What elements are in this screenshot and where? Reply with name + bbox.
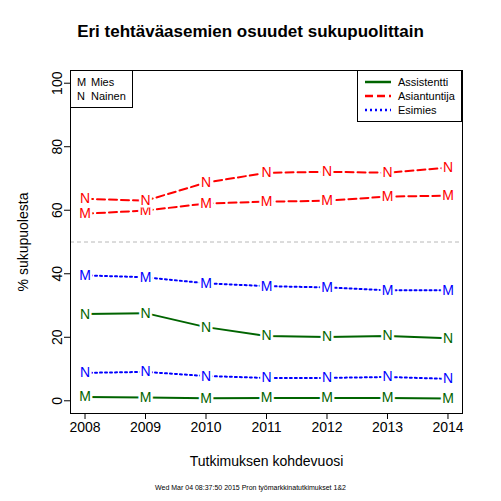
svg-text:M: M bbox=[200, 195, 212, 211]
svg-text:N: N bbox=[443, 370, 453, 386]
svg-text:Tutkimuksen kohdevuosi: Tutkimuksen kohdevuosi bbox=[190, 453, 344, 469]
svg-text:M: M bbox=[79, 267, 91, 283]
svg-text:M: M bbox=[200, 390, 212, 406]
svg-text:N: N bbox=[322, 328, 332, 344]
svg-text:N: N bbox=[382, 368, 392, 384]
svg-text:N: N bbox=[80, 306, 90, 322]
svg-text:2010: 2010 bbox=[190, 419, 221, 435]
svg-text:M: M bbox=[321, 389, 333, 405]
svg-text:60: 60 bbox=[49, 202, 65, 218]
svg-text:% sukupuolesta: % sukupuolesta bbox=[15, 192, 31, 291]
svg-text:N: N bbox=[382, 327, 392, 343]
svg-text:40: 40 bbox=[49, 266, 65, 282]
svg-text:N: N bbox=[261, 164, 271, 180]
svg-text:N: N bbox=[261, 369, 271, 385]
html-text:N: N bbox=[77, 90, 85, 102]
svg-text:M: M bbox=[79, 205, 91, 221]
svg-text:M: M bbox=[321, 279, 333, 295]
svg-text:M: M bbox=[139, 202, 152, 218]
html-text:Esimies: Esimies bbox=[398, 104, 437, 116]
svg-text:N: N bbox=[382, 164, 392, 180]
svg-text:2011: 2011 bbox=[251, 419, 281, 435]
svg-text:2014: 2014 bbox=[432, 419, 463, 435]
svg-text:M: M bbox=[79, 388, 91, 404]
svg-text:0: 0 bbox=[49, 397, 65, 405]
svg-text:N: N bbox=[201, 319, 211, 335]
svg-text:M: M bbox=[442, 187, 454, 203]
svg-text:N: N bbox=[443, 159, 453, 175]
svg-text:80: 80 bbox=[49, 139, 65, 155]
svg-text:N: N bbox=[322, 369, 332, 385]
svg-text:M: M bbox=[261, 278, 273, 294]
svg-text:N: N bbox=[140, 305, 150, 321]
html-text:Wed Mar 04 08:37:50 2015 Pron: Wed Mar 04 08:37:50 2015 Pron työmarkkin… bbox=[155, 484, 346, 491]
svg-text:M: M bbox=[321, 192, 333, 208]
svg-text:M: M bbox=[261, 389, 273, 405]
svg-text:M: M bbox=[442, 390, 454, 406]
html-text:Assistentti: Assistentti bbox=[398, 76, 449, 88]
svg-text:2013: 2013 bbox=[372, 419, 403, 435]
html-text:Asiantuntija: Asiantuntija bbox=[398, 90, 455, 102]
svg-text:2012: 2012 bbox=[311, 419, 342, 435]
html-text:Nainen: Nainen bbox=[91, 90, 126, 102]
svg-text:N: N bbox=[80, 190, 90, 206]
svg-text:M: M bbox=[140, 389, 152, 405]
svg-text:2008: 2008 bbox=[69, 419, 100, 435]
svg-text:N: N bbox=[140, 363, 150, 379]
svg-text:N: N bbox=[140, 192, 150, 208]
svg-text:N: N bbox=[443, 330, 453, 346]
svg-text:N: N bbox=[322, 163, 332, 179]
svg-text:N: N bbox=[201, 174, 211, 190]
svg-text:M: M bbox=[382, 389, 394, 405]
svg-text:M: M bbox=[382, 282, 394, 298]
svg-text:N: N bbox=[261, 327, 271, 343]
svg-text:M: M bbox=[200, 275, 212, 291]
svg-text:M: M bbox=[382, 188, 394, 204]
svg-text:N: N bbox=[201, 368, 211, 384]
svg-text:M: M bbox=[261, 193, 273, 209]
svg-text:2009: 2009 bbox=[130, 419, 161, 435]
svg-text:M: M bbox=[442, 282, 454, 298]
svg-text:N: N bbox=[80, 364, 90, 380]
svg-text:100: 100 bbox=[49, 71, 65, 95]
svg-text:M: M bbox=[140, 269, 152, 285]
svg-text:20: 20 bbox=[49, 329, 65, 345]
html-text:M Mies: M Mies bbox=[77, 76, 115, 88]
html-text:Eri tehtäväasemien osuudet suk: Eri tehtäväasemien osuudet sukupuolittai… bbox=[77, 22, 424, 41]
